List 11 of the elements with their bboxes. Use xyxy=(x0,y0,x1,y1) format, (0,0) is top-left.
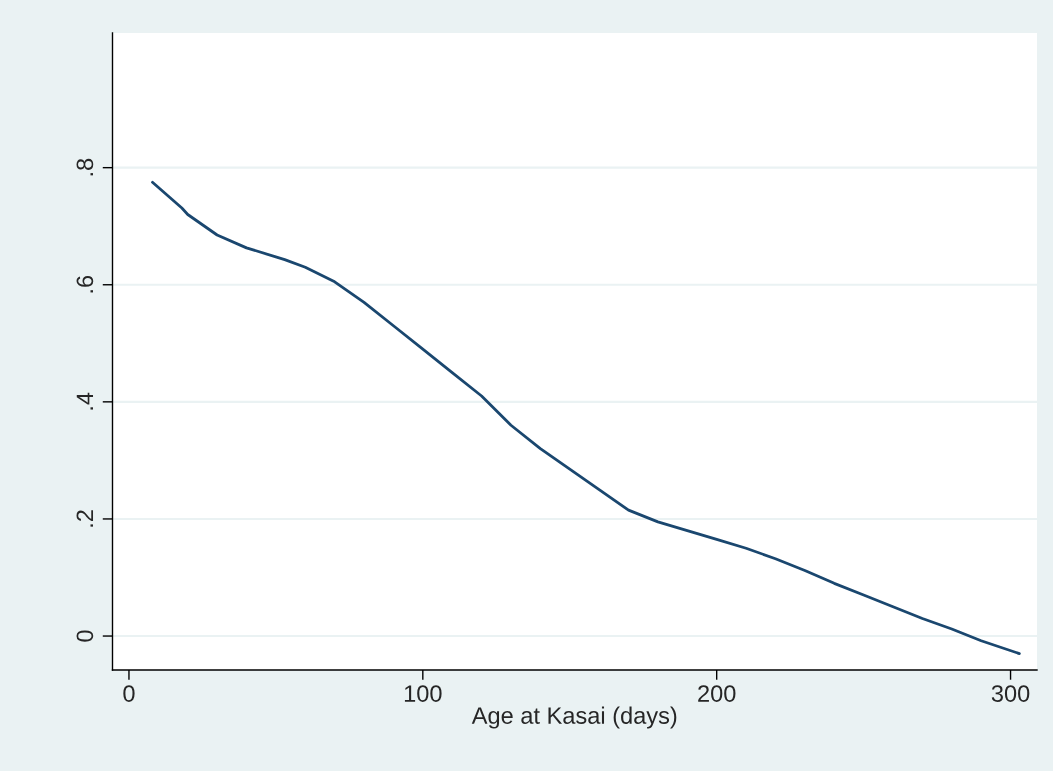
line-series xyxy=(151,180,1021,655)
y-tick-label: .4 xyxy=(76,392,94,410)
y-tick-label: .6 xyxy=(76,275,94,293)
x-tick-label: 100 xyxy=(404,685,442,702)
x-axis-title: Age at Kasai (days) xyxy=(471,706,677,729)
y-tick-label: .2 xyxy=(76,510,94,527)
y-tick-label: .8 xyxy=(76,158,94,176)
y-tick-label: 0 xyxy=(76,630,94,642)
x-tick-label: 300 xyxy=(991,685,1030,702)
x-tick-label: 0 xyxy=(123,685,135,702)
x-tick-label: 200 xyxy=(698,685,736,702)
